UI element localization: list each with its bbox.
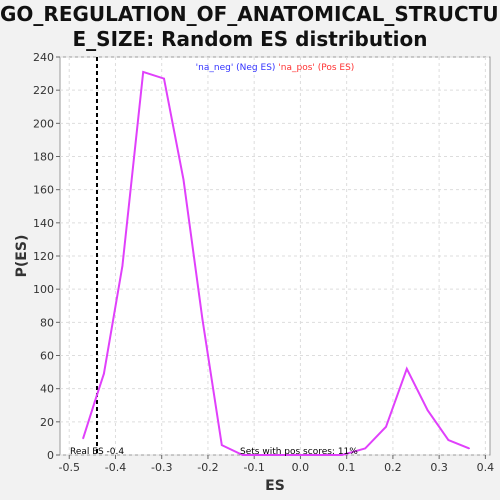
data-point	[341, 454, 343, 456]
y-tick-label: 160	[33, 184, 54, 197]
y-tick-label: 220	[33, 84, 54, 97]
y-tick-label: 60	[40, 350, 54, 363]
chart-title: GO_REGULATION_OF_ANATOMICAL_STRUCTUR E_S…	[0, 2, 500, 51]
y-tick-label: 240	[33, 51, 54, 64]
data-point	[299, 454, 302, 456]
x-tick-label: -0.5	[59, 461, 80, 474]
data-point	[320, 454, 323, 456]
x-axis-ticks: -0.5 -0.4 -0.3 -0.2 -0.1 0.0 0.1 0.2 0.3 0.4	[59, 455, 495, 474]
x-tick-label: 0.1	[338, 461, 356, 474]
y-tick-label: 0	[47, 449, 54, 462]
pos-scores-note: Sets with pos scores: 11%	[240, 447, 358, 457]
x-tick-label: -0.4	[105, 461, 126, 474]
x-tick-label: -0.3	[151, 461, 172, 474]
data-point	[201, 318, 204, 320]
data-point	[103, 372, 105, 375]
y-tick-label: 100	[33, 283, 54, 296]
y-tick-label: 20	[40, 416, 54, 429]
data-point	[405, 367, 408, 370]
x-axis-label: ES	[265, 478, 285, 494]
data-point	[426, 409, 429, 412]
data-point	[260, 454, 262, 456]
plot-area	[59, 56, 491, 456]
data-point	[221, 444, 223, 446]
legend: 'na_neg' (Neg ES) 'na_pos' (Pos ES)	[196, 63, 355, 73]
data-point	[121, 265, 124, 267]
legend-neg: 'na_neg' (Neg ES)	[196, 63, 276, 73]
x-tick-label: 0.4	[477, 461, 495, 474]
real-es-label: Real ES -0.4	[70, 447, 124, 457]
x-tick-label: 0.0	[292, 461, 310, 474]
data-point	[163, 77, 165, 80]
gridlines	[60, 56, 490, 456]
data-point	[82, 437, 84, 440]
legend-pos: 'na_pos' (Pos ES)	[278, 63, 354, 73]
data-point	[364, 447, 366, 450]
data-point	[281, 454, 283, 456]
y-axis-label: P(ES)	[14, 235, 30, 278]
x-tick-label: 0.3	[430, 461, 448, 474]
y-tick-label: 80	[40, 316, 54, 329]
series-points	[82, 71, 470, 456]
y-tick-label: 140	[33, 217, 54, 230]
x-tick-label: -0.1	[243, 461, 264, 474]
data-point	[241, 454, 244, 456]
y-tick-label: 120	[33, 250, 54, 263]
data-point	[468, 447, 470, 450]
data-point	[142, 71, 145, 73]
data-point	[93, 401, 96, 403]
data-point	[385, 426, 387, 428]
y-axis-ticks: 0 20 40 60 80 100 120 140 160 180 200 220 240	[33, 51, 60, 462]
data-point	[447, 439, 450, 441]
y-tick-label: 180	[33, 151, 54, 164]
x-tick-label: 0.2	[384, 461, 402, 474]
data-point	[182, 178, 185, 181]
y-tick-label: 40	[40, 383, 54, 396]
y-tick-label: 200	[33, 117, 54, 130]
x-tick-label: -0.2	[197, 461, 218, 474]
